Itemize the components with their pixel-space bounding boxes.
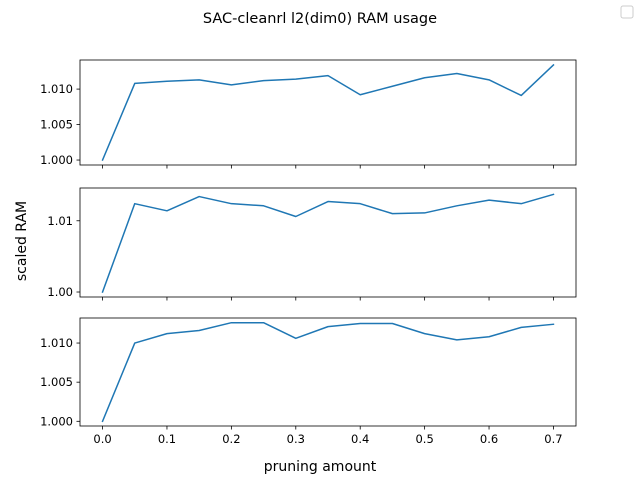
series-line	[101, 63, 555, 162]
y-tick-label: 1.010	[40, 82, 73, 96]
x-axis-label: pruning amount	[264, 459, 377, 475]
subplot-top: 1.000 1.005 1.010	[40, 59, 577, 169]
axes-frame	[79, 317, 577, 427]
y-tick-label: 1.000	[40, 153, 73, 167]
y-tick-label: 1.005	[40, 375, 73, 389]
x-tick-label: 0.7	[544, 432, 562, 446]
x-tick-label: 0.5	[415, 432, 433, 446]
y-tick-label: 1.010	[40, 336, 73, 350]
series-line	[101, 321, 555, 423]
y-tick-label: 1.000	[40, 414, 73, 428]
axes-frame	[79, 59, 577, 166]
x-tick-label: 0.0	[93, 432, 111, 446]
x-tick-label: 0.2	[222, 432, 240, 446]
legend-box	[620, 5, 634, 19]
y-tick-label: 1.00	[47, 285, 73, 299]
y-axis-label: scaled RAM	[14, 201, 30, 281]
x-tick-label: 0.1	[158, 432, 176, 446]
series-line	[101, 193, 555, 293]
chart-title: SAC-cleanrl l2(dim0) RAM usage	[203, 11, 437, 27]
y-tick-label: 1.005	[40, 118, 73, 132]
subplot-middle: 1.00 1.01	[47, 187, 577, 301]
subplot-bottom: 0.0 0.1 0.2 0.3 0.4 0.5 0.6 0.7 1.000 1.005 1.010	[40, 317, 577, 446]
x-tick-label: 0.3	[287, 432, 305, 446]
x-tick-label: 0.4	[351, 432, 369, 446]
axes-frame	[79, 187, 577, 298]
x-tick-label: 0.6	[480, 432, 498, 446]
y-tick-label: 1.01	[47, 214, 73, 228]
